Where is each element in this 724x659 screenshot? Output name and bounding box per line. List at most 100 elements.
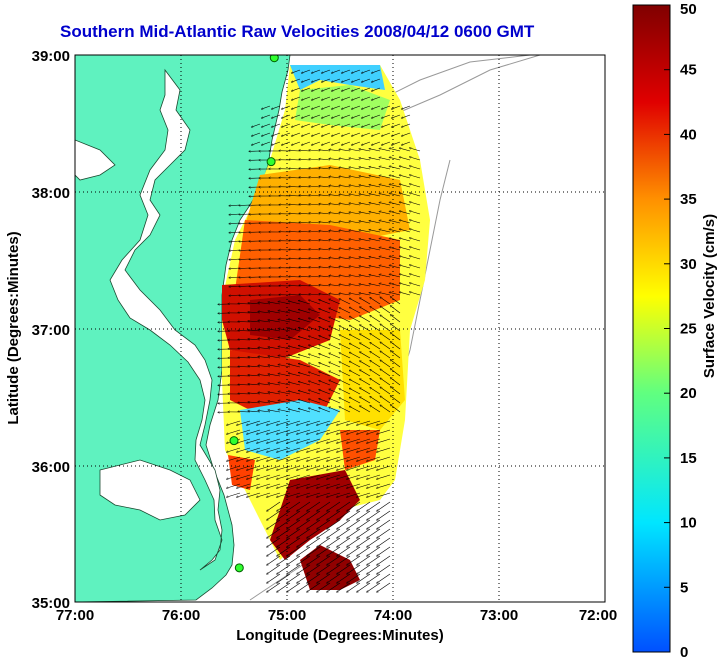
current-arrow [247,483,261,488]
current-arrow [339,353,351,359]
current-arrow [362,87,371,91]
current-arrow [277,573,291,583]
current-arrow [287,447,301,452]
current-arrow [377,501,391,511]
current-arrow [349,388,361,395]
current-arrow [297,546,311,556]
current-arrow [332,141,341,145]
current-arrow [390,369,401,377]
current-arrow [370,325,381,332]
delaware-inlet [75,139,116,181]
current-arrow [379,193,391,197]
y-tick-label: 39:00 [32,48,70,65]
colorbar-tick-label: 35 [680,191,697,208]
current-arrow [299,213,311,214]
current-arrow [327,555,341,565]
current-arrow [268,311,281,314]
current-arrow [349,149,361,152]
current-arrow [369,194,381,197]
current-arrow [339,284,351,287]
current-arrow [268,347,281,350]
current-arrow [329,150,341,152]
current-arrow [247,438,261,443]
current-arrow [359,167,371,170]
current-arrow [357,537,371,547]
current-arrow [307,438,321,443]
current-arrow [299,310,311,314]
current-arrow [322,141,331,145]
current-arrow [399,283,411,287]
current-arrow [352,105,361,109]
current-arrow [307,456,321,461]
current-arrow [337,456,351,461]
current-arrow [267,456,281,461]
current-arrow [307,555,321,565]
current-arrow [322,123,331,127]
current-arrow [237,438,251,443]
current-arrow [288,337,301,341]
current-arrow [278,382,291,386]
current-arrow [297,483,311,488]
current-arrow [288,346,301,350]
current-arrow [278,364,291,368]
current-arrow [389,256,401,260]
current-arrow [370,298,381,305]
current-arrow [267,501,281,511]
current-arrow [309,249,321,250]
current-arrow [288,328,301,332]
colorbar-tick-label: 5 [680,579,688,596]
current-arrow [339,398,351,404]
current-arrow [329,335,341,341]
current-arrow [317,510,331,520]
current-arrow [257,492,271,497]
current-arrow [288,319,301,323]
current-arrow [317,483,331,488]
current-arrow [347,564,361,574]
current-arrow [402,141,411,145]
radar-station-marker [269,55,279,63]
current-arrow [360,352,371,359]
current-arrow [357,438,371,443]
current-arrow [329,159,341,161]
current-arrow [380,315,391,323]
current-arrow [297,555,311,565]
current-arrow [277,510,291,520]
current-arrow [247,456,261,461]
current-arrow [342,132,351,136]
current-arrow [287,546,301,556]
current-arrow [258,347,271,350]
current-arrow [329,195,341,197]
current-arrow [342,87,351,91]
current-arrow [332,105,341,109]
current-arrow [258,410,271,413]
current-arrow [389,229,401,233]
current-arrow [360,316,371,323]
current-arrow [262,114,271,118]
current-arrow [347,438,361,443]
current-arrow [377,483,391,488]
current-arrow [339,230,351,233]
current-arrow [292,123,301,127]
current-arrow [329,258,341,260]
current-arrow [257,483,271,488]
current-arrow [267,492,281,497]
current-arrow [289,159,301,160]
colorbar-tick-label: 25 [680,321,697,338]
current-arrow [370,388,381,395]
current-arrow [319,285,331,287]
current-arrow [309,222,321,223]
current-arrow [319,363,331,368]
current-arrow [299,400,311,404]
current-arrow [372,69,381,73]
current-arrow [329,389,341,395]
current-arrow [277,456,291,461]
current-arrow [229,205,241,206]
current-arrow [282,141,291,145]
current-arrow [309,327,321,332]
current-arrow [258,320,271,323]
current-arrow [377,519,391,529]
current-arrow [288,400,301,404]
current-arrow [372,114,381,118]
current-arrow [287,564,301,574]
current-arrow [339,293,351,296]
